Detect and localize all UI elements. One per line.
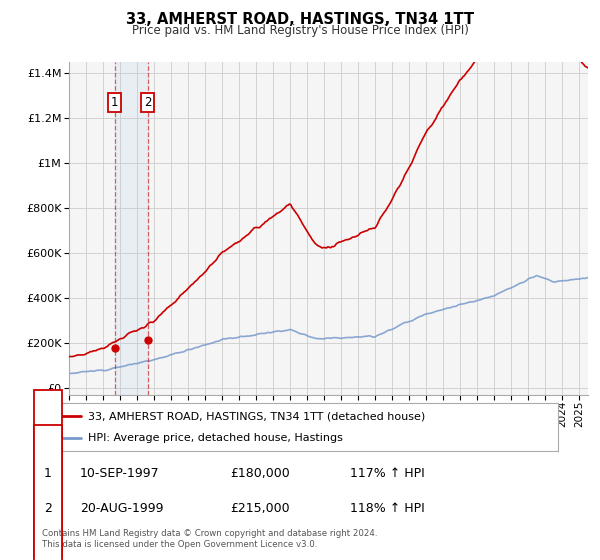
FancyBboxPatch shape [34,425,62,560]
Text: 117% ↑ HPI: 117% ↑ HPI [350,466,425,480]
Bar [115,62,148,395]
Text: 1: 1 [44,466,52,480]
Text: 33, AMHERST ROAD, HASTINGS, TN34 1TT: 33, AMHERST ROAD, HASTINGS, TN34 1TT [126,12,474,27]
Text: HPI: Average price, detached house, Hastings: HPI: Average price, detached house, Hast… [88,433,343,443]
Text: 2: 2 [144,96,152,109]
Text: 118% ↑ HPI: 118% ↑ HPI [350,502,425,515]
Text: 33, AMHERST ROAD, HASTINGS, TN34 1TT (detached house): 33, AMHERST ROAD, HASTINGS, TN34 1TT (de… [88,411,425,421]
Text: Price paid vs. HM Land Registry's House Price Index (HPI): Price paid vs. HM Land Registry's House … [131,24,469,37]
Text: £215,000: £215,000 [230,502,290,515]
Text: 20-AUG-1999: 20-AUG-1999 [80,502,163,515]
Text: This data is licensed under the Open Government Licence v3.0.: This data is licensed under the Open Gov… [42,540,317,549]
Text: Contains HM Land Registry data © Crown copyright and database right 2024.: Contains HM Land Registry data © Crown c… [42,529,377,538]
Text: £180,000: £180,000 [230,466,290,480]
Text: 2: 2 [44,502,52,515]
Text: 1: 1 [111,96,119,109]
FancyBboxPatch shape [34,390,62,557]
Text: 10-SEP-1997: 10-SEP-1997 [80,466,160,480]
